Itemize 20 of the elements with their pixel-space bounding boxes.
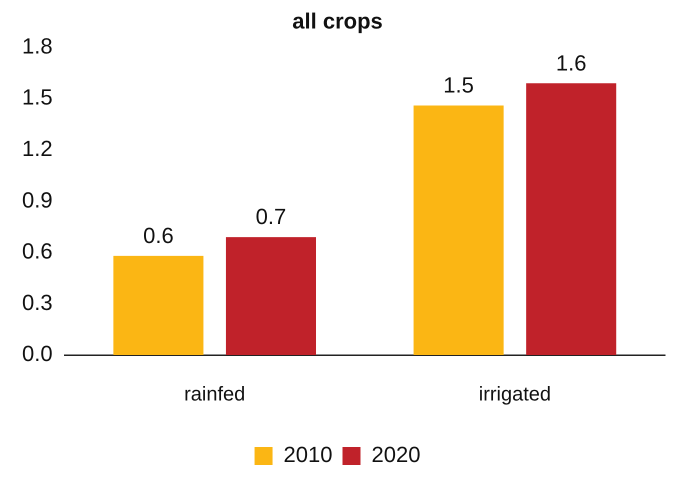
data-label: 1.6 [556, 50, 586, 76]
chart-title: all crops [292, 8, 383, 34]
legend-label: 2010 [284, 442, 333, 468]
x-tick-label: irrigated [478, 384, 552, 406]
data-label: 0.7 [256, 204, 286, 230]
bar [113, 256, 204, 355]
data-label: 0.6 [143, 222, 174, 248]
y-tick-label: 1.5 [22, 84, 53, 110]
y-tick-label: 1.2 [22, 136, 53, 161]
bar [226, 237, 316, 355]
y-tick-label: 0.3 [22, 290, 53, 315]
y-tick-label: 0.0 [22, 341, 53, 366]
legend-label: 2020 [372, 442, 420, 468]
data-label: 1.5 [443, 72, 474, 98]
y-tick-label: 0.9 [22, 187, 53, 212]
y-tick-label: 1.8 [22, 33, 53, 58]
bar [526, 83, 616, 355]
x-tick-label: rainfed [184, 384, 246, 406]
bar [414, 106, 504, 355]
y-tick-label: 0.6 [22, 238, 53, 264]
